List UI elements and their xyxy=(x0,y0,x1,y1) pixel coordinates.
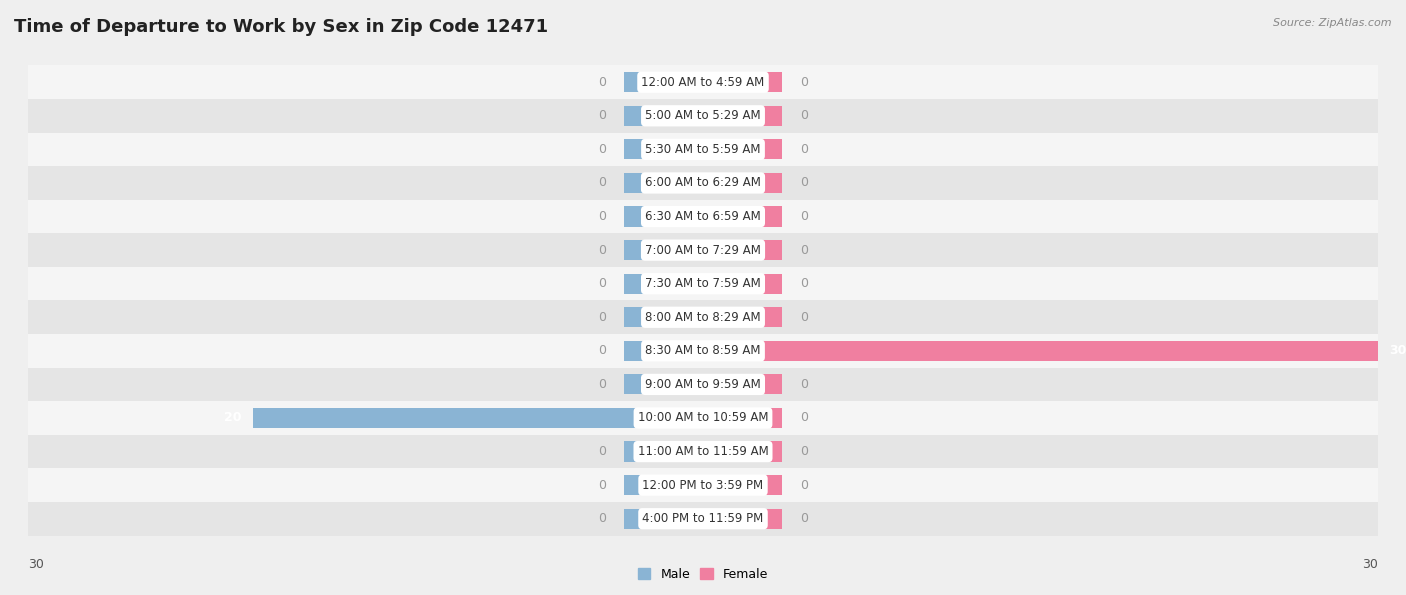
Bar xyxy=(624,139,703,159)
Bar xyxy=(703,106,782,126)
Text: 0: 0 xyxy=(800,412,807,424)
Bar xyxy=(624,240,703,260)
Bar xyxy=(28,468,1378,502)
Bar xyxy=(624,374,703,394)
Text: 0: 0 xyxy=(800,143,807,156)
Bar xyxy=(624,274,703,294)
Text: 30: 30 xyxy=(1389,345,1406,358)
Bar xyxy=(703,341,1378,361)
Text: 6:30 AM to 6:59 AM: 6:30 AM to 6:59 AM xyxy=(645,210,761,223)
Bar xyxy=(703,374,782,394)
Bar xyxy=(703,307,782,327)
Bar xyxy=(703,72,782,92)
Text: 0: 0 xyxy=(800,76,807,89)
Text: 7:30 AM to 7:59 AM: 7:30 AM to 7:59 AM xyxy=(645,277,761,290)
Bar xyxy=(703,274,782,294)
Text: 30: 30 xyxy=(1362,558,1378,571)
Text: 0: 0 xyxy=(599,76,606,89)
Bar xyxy=(28,300,1378,334)
Bar xyxy=(28,99,1378,133)
Text: 0: 0 xyxy=(599,243,606,256)
Text: 0: 0 xyxy=(599,345,606,358)
Bar xyxy=(703,240,782,260)
Bar xyxy=(703,206,782,227)
Text: 12:00 AM to 4:59 AM: 12:00 AM to 4:59 AM xyxy=(641,76,765,89)
Bar xyxy=(624,72,703,92)
Bar xyxy=(28,200,1378,233)
Text: 11:00 AM to 11:59 AM: 11:00 AM to 11:59 AM xyxy=(638,445,768,458)
Text: 0: 0 xyxy=(599,277,606,290)
Text: 0: 0 xyxy=(800,478,807,491)
Text: 0: 0 xyxy=(599,445,606,458)
Bar xyxy=(28,65,1378,99)
Text: 12:00 PM to 3:59 PM: 12:00 PM to 3:59 PM xyxy=(643,478,763,491)
Bar xyxy=(703,509,782,529)
Bar xyxy=(624,206,703,227)
Text: 7:00 AM to 7:29 AM: 7:00 AM to 7:29 AM xyxy=(645,243,761,256)
Bar xyxy=(703,173,782,193)
Text: 20: 20 xyxy=(225,412,242,424)
Bar xyxy=(28,233,1378,267)
Bar xyxy=(28,334,1378,368)
Bar xyxy=(28,166,1378,200)
Text: 30: 30 xyxy=(28,558,44,571)
Text: 0: 0 xyxy=(599,478,606,491)
Legend: Male, Female: Male, Female xyxy=(633,563,773,585)
Text: 0: 0 xyxy=(599,311,606,324)
Text: 0: 0 xyxy=(800,445,807,458)
Text: 8:00 AM to 8:29 AM: 8:00 AM to 8:29 AM xyxy=(645,311,761,324)
Bar xyxy=(28,401,1378,435)
Text: 0: 0 xyxy=(599,378,606,391)
Text: 9:00 AM to 9:59 AM: 9:00 AM to 9:59 AM xyxy=(645,378,761,391)
Bar xyxy=(624,106,703,126)
Text: 8:30 AM to 8:59 AM: 8:30 AM to 8:59 AM xyxy=(645,345,761,358)
Text: 10:00 AM to 10:59 AM: 10:00 AM to 10:59 AM xyxy=(638,412,768,424)
Bar xyxy=(28,435,1378,468)
Bar xyxy=(28,133,1378,166)
Bar xyxy=(703,475,782,495)
Bar xyxy=(624,475,703,495)
Text: 0: 0 xyxy=(599,177,606,189)
Text: 6:00 AM to 6:29 AM: 6:00 AM to 6:29 AM xyxy=(645,177,761,189)
Bar xyxy=(28,502,1378,536)
Text: 0: 0 xyxy=(800,512,807,525)
Text: 0: 0 xyxy=(800,378,807,391)
Text: 5:00 AM to 5:29 AM: 5:00 AM to 5:29 AM xyxy=(645,109,761,123)
Text: Source: ZipAtlas.com: Source: ZipAtlas.com xyxy=(1274,18,1392,28)
Text: 0: 0 xyxy=(599,512,606,525)
Bar xyxy=(253,408,703,428)
Bar xyxy=(624,341,703,361)
Text: 4:00 PM to 11:59 PM: 4:00 PM to 11:59 PM xyxy=(643,512,763,525)
Text: 5:30 AM to 5:59 AM: 5:30 AM to 5:59 AM xyxy=(645,143,761,156)
Bar xyxy=(28,267,1378,300)
Text: 0: 0 xyxy=(800,243,807,256)
Text: 0: 0 xyxy=(800,109,807,123)
Text: Time of Departure to Work by Sex in Zip Code 12471: Time of Departure to Work by Sex in Zip … xyxy=(14,18,548,36)
Text: 0: 0 xyxy=(800,277,807,290)
Bar xyxy=(703,139,782,159)
Bar xyxy=(624,307,703,327)
Text: 0: 0 xyxy=(800,210,807,223)
Text: 0: 0 xyxy=(800,177,807,189)
Bar xyxy=(703,441,782,462)
Bar xyxy=(624,509,703,529)
Text: 0: 0 xyxy=(800,311,807,324)
Text: 0: 0 xyxy=(599,109,606,123)
Bar xyxy=(624,173,703,193)
Text: 0: 0 xyxy=(599,143,606,156)
Bar xyxy=(28,368,1378,401)
Bar xyxy=(703,408,782,428)
Bar xyxy=(624,441,703,462)
Text: 0: 0 xyxy=(599,210,606,223)
